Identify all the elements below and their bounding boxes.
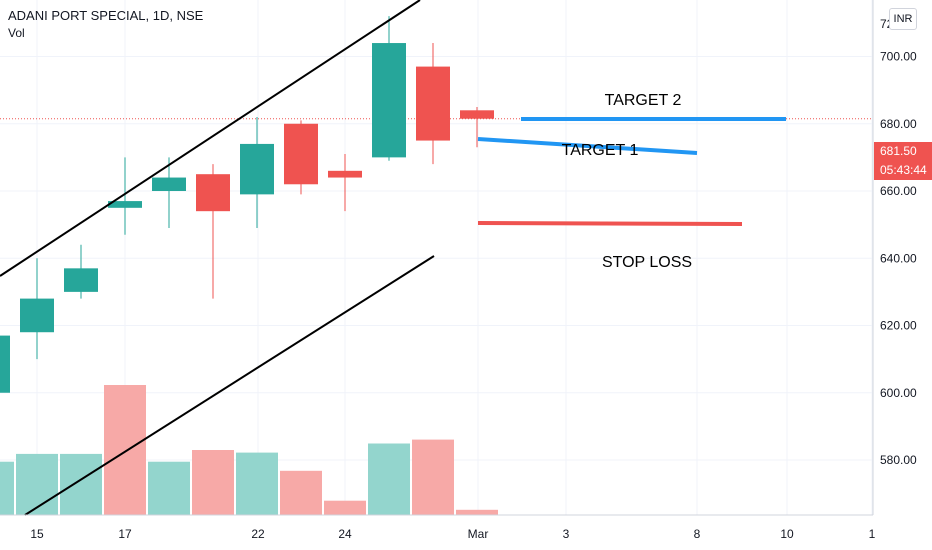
chart-header: ADANI PORT SPECIAL, 1D, NSE Vol bbox=[8, 8, 203, 42]
volume-bar bbox=[324, 500, 366, 515]
x-tick-label: 22 bbox=[251, 527, 265, 541]
volume-bar bbox=[412, 439, 454, 515]
volume-bar bbox=[192, 450, 234, 515]
candle-body bbox=[460, 110, 494, 119]
currency-button[interactable]: INR bbox=[889, 8, 917, 30]
level-line bbox=[477, 221, 743, 226]
candle-body bbox=[196, 174, 230, 212]
candle-body bbox=[240, 143, 274, 195]
channel-lower-line bbox=[24, 255, 435, 516]
y-tick-label: 580.00 bbox=[880, 453, 917, 467]
volume-bar bbox=[236, 452, 278, 515]
volume-bar bbox=[280, 470, 322, 515]
candle-body bbox=[416, 66, 450, 141]
volume-bar bbox=[0, 461, 14, 515]
x-tick-label: 8 bbox=[694, 527, 701, 541]
y-tick-label: 660.00 bbox=[880, 184, 917, 198]
last-price-badge: 681.50 05:43:44 bbox=[874, 142, 932, 180]
level-label: STOP LOSS bbox=[602, 254, 692, 271]
level-label: TARGET 2 bbox=[605, 92, 682, 109]
y-tick-label: 600.00 bbox=[880, 386, 917, 400]
volume-bars bbox=[0, 385, 498, 515]
level-line bbox=[477, 137, 698, 155]
y-tick-label: 680.00 bbox=[880, 117, 917, 131]
last-price-value: 681.50 bbox=[880, 144, 917, 158]
y-tick-label: 640.00 bbox=[880, 251, 917, 265]
candle-body bbox=[284, 123, 318, 185]
volume-bar bbox=[456, 509, 498, 515]
y-tick-label: 620.00 bbox=[880, 319, 917, 333]
x-tick-label: 17 bbox=[118, 527, 132, 541]
x-tick-label: 15 bbox=[30, 527, 44, 541]
candle-body bbox=[152, 177, 186, 191]
y-tick-label: 700.00 bbox=[880, 50, 917, 64]
x-tick-label: 1 bbox=[869, 527, 876, 541]
axes: 580.00 600.00 620.00 640.00 660.00 680.00 700.… bbox=[0, 0, 917, 541]
channel-upper-line bbox=[0, 0, 421, 277]
volume-bar bbox=[60, 453, 102, 515]
x-tick-label: 3 bbox=[563, 527, 570, 541]
x-tick-label: 10 bbox=[780, 527, 794, 541]
x-tick-label: Mar bbox=[468, 527, 489, 541]
symbol-title: ADANI PORT SPECIAL, 1D, NSE bbox=[8, 8, 204, 23]
candle-body bbox=[20, 298, 54, 333]
candle-body bbox=[108, 201, 142, 208]
volume-indicator-label[interactable]: Vol bbox=[8, 26, 25, 40]
trend-channel bbox=[0, 0, 435, 516]
volume-bar bbox=[148, 461, 190, 515]
candle-body bbox=[328, 170, 362, 178]
candle-body bbox=[0, 335, 10, 393]
level-lines: TARGET 2 TARGET 1 STOP LOSS bbox=[477, 92, 786, 271]
candles bbox=[0, 16, 494, 393]
x-tick-label: 24 bbox=[338, 527, 352, 541]
volume-bar bbox=[368, 443, 410, 515]
level-label: TARGET 1 bbox=[562, 142, 639, 159]
candle-countdown: 05:43:44 bbox=[880, 163, 927, 177]
candle-body bbox=[372, 43, 406, 158]
candle-body bbox=[64, 268, 98, 292]
volume-bar bbox=[104, 385, 146, 515]
volume-bar bbox=[16, 453, 58, 515]
